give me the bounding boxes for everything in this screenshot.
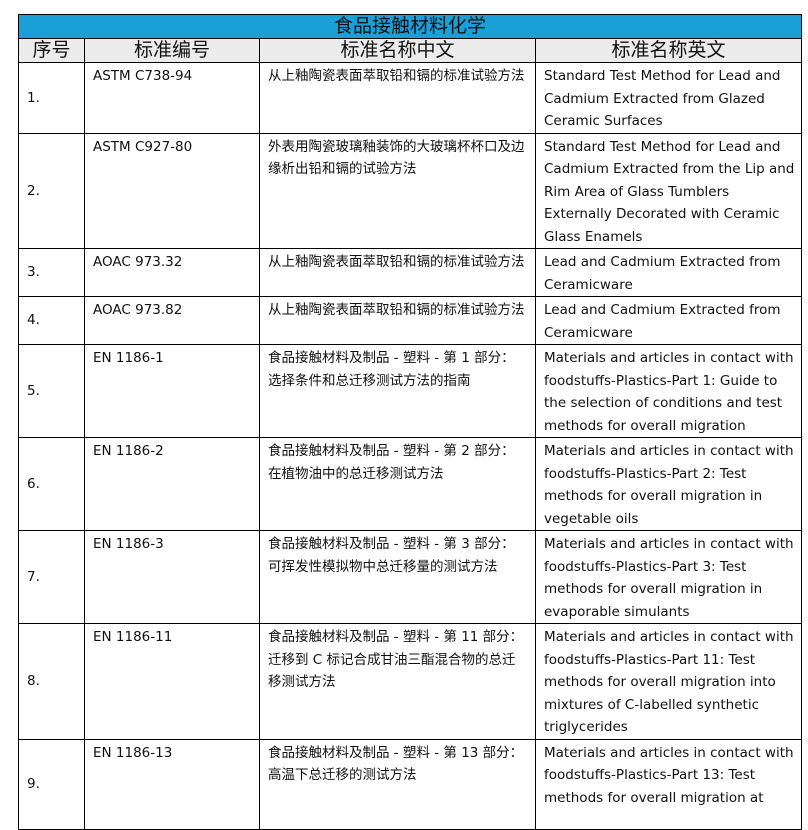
- standard-code: AOAC 973.82: [84, 296, 260, 345]
- standard-code: EN 1186-1: [84, 344, 260, 438]
- table-row: 9. EN 1186-13 食品接触材料及制品 - 塑料 - 第 13 部分：高温下…: [18, 738, 803, 830]
- name-chinese: 食品接触材料及制品 - 塑料 - 第 3 部分：可挥发性模拟物中总迁移量的测试方…: [259, 530, 536, 624]
- row-number: 2.: [18, 132, 85, 249]
- row-number: 1.: [18, 62, 85, 134]
- name-chinese: 从上釉陶瓷表面萃取铅和镉的标准试验方法: [259, 296, 536, 345]
- name-english: Lead and Cadmium Extracted from Ceramicw…: [534, 296, 803, 345]
- table-row: 4. AOAC 973.82 从上釉陶瓷表面萃取铅和镉的标准试验方法 Lead and…: [18, 296, 803, 345]
- standards-table: 食品接触材料化学 序号 标准编号 标准名称中文 标准名称英文 1. ASTM C7…: [17, 14, 803, 830]
- standard-code: AOAC 973.32: [84, 248, 260, 297]
- table-row: 1. ASTM C738-94 从上釉陶瓷表面萃取铅和镉的标准试验方法 Standar…: [18, 62, 803, 134]
- standard-code: EN 1186-2: [84, 437, 260, 531]
- standard-code: EN 1186-13: [84, 738, 260, 830]
- table-row: 3. AOAC 973.32 从上釉陶瓷表面萃取铅和镉的标准试验方法 Lead and…: [18, 248, 803, 297]
- header-code: 标准编号: [84, 38, 260, 63]
- name-chinese: 从上釉陶瓷表面萃取铅和镉的标准试验方法: [259, 62, 536, 134]
- table-row: 6. EN 1186-2 食品接触材料及制品 - 塑料 - 第 2 部分：在植物油中…: [18, 437, 803, 531]
- standard-code: EN 1186-3: [84, 530, 260, 624]
- row-number: 8.: [18, 623, 85, 740]
- name-chinese: 食品接触材料及制品 - 塑料 - 第 1 部分：选择条件和总迁移测试方法的指南: [259, 344, 536, 438]
- name-chinese: 食品接触材料及制品 - 塑料 - 第 11 部分：迁移到 C 标记合成甘油三酯混…: [259, 623, 536, 740]
- table-row: 8. EN 1186-11 食品接触材料及制品 - 塑料 - 第 11 部分：迁移到…: [18, 623, 803, 740]
- standard-code: ASTM C927-80: [84, 132, 260, 249]
- name-english: Materials and articles in contact with f…: [534, 437, 803, 531]
- name-chinese: 从上釉陶瓷表面萃取铅和镉的标准试验方法: [259, 248, 536, 297]
- name-english: Lead and Cadmium Extracted from Ceramicw…: [534, 248, 803, 297]
- header-en: 标准名称英文: [534, 38, 803, 63]
- row-number: 5.: [18, 344, 85, 438]
- row-number: 6.: [18, 437, 85, 531]
- table-row: 5. EN 1186-1 食品接触材料及制品 - 塑料 - 第 1 部分：选择条件和…: [18, 344, 803, 438]
- name-chinese: 食品接触材料及制品 - 塑料 - 第 13 部分：高温下总迁移的测试方法: [259, 738, 536, 830]
- row-number: 4.: [18, 296, 85, 345]
- standard-code: ASTM C738-94: [84, 62, 260, 134]
- row-number: 7.: [18, 530, 85, 624]
- table-row: 2. ASTM C927-80 外表用陶瓷玻璃釉装饰的大玻璃杯杯口及边缘析出铅和镉的…: [18, 132, 803, 249]
- row-number: 9.: [18, 738, 85, 830]
- name-chinese: 食品接触材料及制品 - 塑料 - 第 2 部分：在植物油中的总迁移测试方法: [259, 437, 536, 531]
- table-row: 7. EN 1186-3 食品接触材料及制品 - 塑料 - 第 3 部分：可挥发性模…: [18, 530, 803, 624]
- header-no: 序号: [18, 38, 85, 63]
- name-english: Standard Test Method for Lead and Cadmiu…: [534, 62, 803, 134]
- standard-code: EN 1186-11: [84, 623, 260, 740]
- row-number: 3.: [18, 248, 85, 297]
- name-english: Materials and articles in contact with f…: [534, 738, 803, 830]
- name-english: Standard Test Method for Lead and Cadmiu…: [534, 132, 803, 249]
- header-cn: 标准名称中文: [259, 38, 536, 63]
- name-chinese: 外表用陶瓷玻璃釉装饰的大玻璃杯杯口及边缘析出铅和镉的试验方法: [259, 132, 536, 249]
- name-english: Materials and articles in contact with f…: [534, 623, 803, 740]
- name-english: Materials and articles in contact with f…: [534, 530, 803, 624]
- table-title: 食品接触材料化学: [17, 14, 803, 39]
- name-english: Materials and articles in contact with f…: [534, 344, 803, 438]
